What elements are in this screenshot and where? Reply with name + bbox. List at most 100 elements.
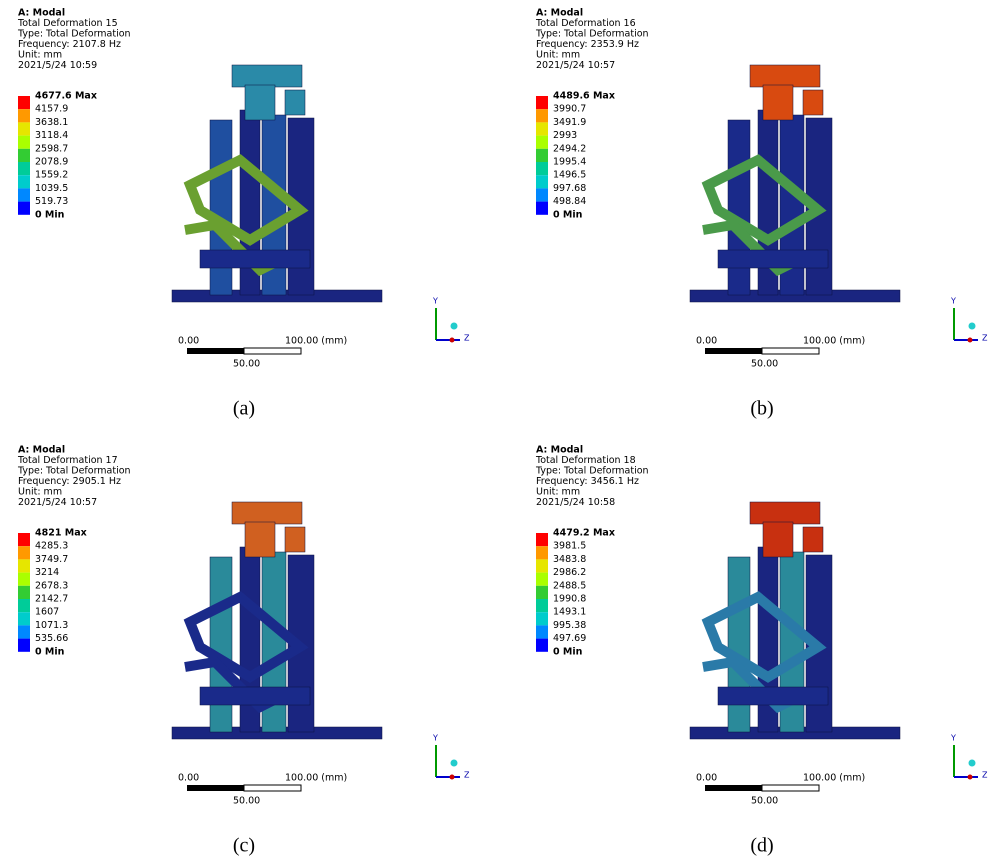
legend-label: 2986.2 xyxy=(553,567,586,578)
scale-label: 100.00 (mm) xyxy=(803,336,865,347)
legend-label: 995.38 xyxy=(553,620,586,631)
legend-label: 1039.5 xyxy=(35,183,68,194)
caption: (a) xyxy=(233,398,255,420)
model-part xyxy=(285,90,305,115)
header-line: Unit: mm xyxy=(536,487,580,498)
scale-bar-white xyxy=(244,785,301,791)
scale-label: 0.00 xyxy=(178,773,199,784)
legend-swatch xyxy=(18,573,30,586)
legend-swatch xyxy=(18,175,30,188)
axis-label: Y xyxy=(432,734,438,743)
scale-bar-black xyxy=(187,785,244,791)
header-line: A: Modal xyxy=(18,445,65,456)
scale-bar-black xyxy=(705,785,762,791)
legend-label: 0 Min xyxy=(35,209,65,220)
legend-label: 0 Min xyxy=(553,209,583,220)
legend-label: 2678.3 xyxy=(35,580,68,591)
header-line: Frequency: 3456.1 Hz xyxy=(536,476,639,487)
header-line: Total Deformation 16 xyxy=(535,18,636,29)
axis-x xyxy=(451,760,458,767)
legend-label: 1607 xyxy=(35,607,59,618)
header-line: A: Modal xyxy=(536,8,583,19)
model-part xyxy=(763,522,793,557)
scale-bar-white xyxy=(762,348,819,354)
scale-label: 50.00 xyxy=(751,796,778,807)
legend-swatch xyxy=(18,136,30,149)
header-line: 2021/5/24 10:59 xyxy=(18,60,97,71)
scale-label: 100.00 (mm) xyxy=(285,773,347,784)
legend-label: 1995.4 xyxy=(553,157,586,168)
header-line: Type: Total Deformation xyxy=(535,466,649,477)
legend-swatch xyxy=(536,586,548,599)
model-part xyxy=(285,527,305,552)
axis-origin xyxy=(450,338,455,343)
model-part xyxy=(210,557,232,732)
legend-swatch xyxy=(18,625,30,638)
legend-label: 3491.9 xyxy=(553,117,586,128)
header-line: Unit: mm xyxy=(18,50,62,61)
legend-label: 4285.3 xyxy=(35,541,68,552)
legend-swatch xyxy=(18,96,30,109)
header-line: Unit: mm xyxy=(536,50,580,61)
legend-swatch xyxy=(536,599,548,612)
header-line: Frequency: 2905.1 Hz xyxy=(18,476,121,487)
legend-label: 4479.2 Max xyxy=(553,528,615,539)
model-part xyxy=(750,502,820,524)
legend-swatch xyxy=(18,599,30,612)
model-part xyxy=(200,250,310,268)
scale-bar-black xyxy=(705,348,762,354)
axis-origin xyxy=(968,338,973,343)
scale-bar-white xyxy=(244,348,301,354)
axis-label: Y xyxy=(950,734,956,743)
legend-swatch xyxy=(18,162,30,175)
model-part xyxy=(232,65,302,87)
header-line: Total Deformation 17 xyxy=(17,455,118,466)
legend-swatch xyxy=(536,202,548,215)
model-part xyxy=(728,557,750,732)
scale-bar-black xyxy=(187,348,244,354)
model-part xyxy=(232,502,302,524)
legend-swatch xyxy=(536,149,548,162)
scale-label: 100.00 (mm) xyxy=(803,773,865,784)
legend-label: 4677.6 Max xyxy=(35,91,97,102)
legend-swatch xyxy=(536,573,548,586)
legend-swatch xyxy=(18,559,30,572)
legend-swatch xyxy=(18,202,30,215)
header-line: A: Modal xyxy=(18,8,65,19)
legend-label: 3483.8 xyxy=(553,554,586,565)
legend-label: 1496.5 xyxy=(553,170,586,181)
model-part xyxy=(245,85,275,120)
axis-x xyxy=(451,323,458,330)
legend-swatch xyxy=(18,109,30,122)
legend-label: 997.68 xyxy=(553,183,586,194)
header-line: Total Deformation 18 xyxy=(535,455,636,466)
header-line: Type: Total Deformation xyxy=(17,29,131,40)
legend-swatch xyxy=(536,188,548,201)
legend-swatch xyxy=(18,586,30,599)
header-line: Frequency: 2353.9 Hz xyxy=(536,39,639,50)
legend-swatch xyxy=(536,109,548,122)
model-part xyxy=(200,687,310,705)
model-part xyxy=(763,85,793,120)
axis-x xyxy=(969,323,976,330)
header-line: Type: Total Deformation xyxy=(17,466,131,477)
panel: A: ModalTotal Deformation 16Type: Total … xyxy=(535,8,988,420)
legend-label: 4157.9 xyxy=(35,104,68,115)
figure: A: ModalTotal Deformation 15Type: Total … xyxy=(0,0,993,861)
legend-swatch xyxy=(18,546,30,559)
caption: (c) xyxy=(233,835,255,857)
legend-label: 1493.1 xyxy=(553,607,586,618)
legend-swatch xyxy=(18,188,30,201)
scale-label: 50.00 xyxy=(233,796,260,807)
model-part xyxy=(210,120,232,295)
scale-bar-white xyxy=(762,785,819,791)
legend-label: 0 Min xyxy=(35,646,65,657)
axis-label: Z xyxy=(982,334,988,343)
model-part xyxy=(750,65,820,87)
legend-label: 1559.2 xyxy=(35,170,68,181)
model xyxy=(690,502,900,739)
legend-swatch xyxy=(536,639,548,652)
scale-label: 0.00 xyxy=(178,336,199,347)
legend-swatch xyxy=(536,559,548,572)
header-line: A: Modal xyxy=(536,445,583,456)
